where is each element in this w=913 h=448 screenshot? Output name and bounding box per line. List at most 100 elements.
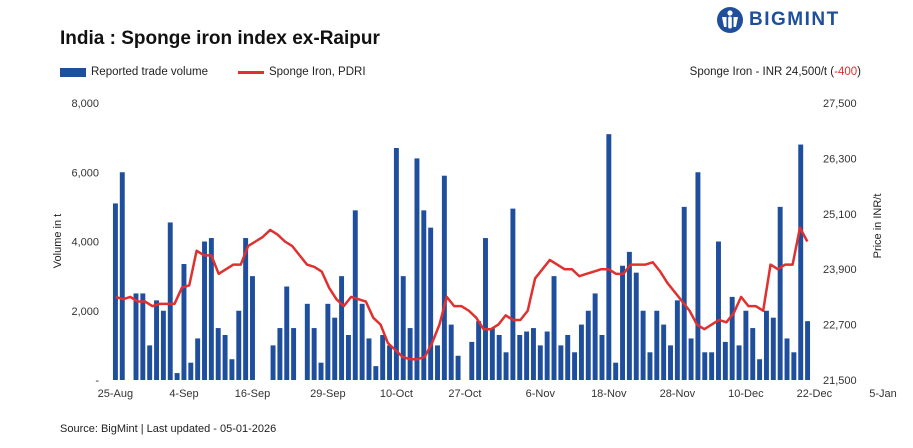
volume-bar <box>311 328 317 380</box>
volume-bar <box>133 293 139 380</box>
legend-bar-label: Reported trade volume <box>91 66 208 78</box>
volume-bar <box>174 373 180 380</box>
volume-bar <box>435 345 440 381</box>
bigmint-logo: BIGMINT <box>716 6 840 34</box>
volume-bar <box>380 334 386 380</box>
volume-bar <box>757 359 763 380</box>
volume-bar <box>428 227 434 380</box>
volume-bar <box>551 276 557 381</box>
price-note-prefix: Sponge Iron - INR 24,500/t ( <box>689 66 835 78</box>
volume-bar <box>284 286 290 380</box>
volume-bar <box>777 206 783 381</box>
volume-bar <box>805 321 811 380</box>
volume-bar <box>229 359 235 380</box>
volume-bar <box>325 303 331 380</box>
volume-bar <box>681 206 687 381</box>
volume-bar <box>222 334 228 380</box>
volume-bar <box>112 203 118 380</box>
volume-bar <box>373 366 379 380</box>
price-note: Sponge Iron - INR 24,500/t (-400) <box>690 66 861 78</box>
volume-bar <box>188 362 194 380</box>
left-tick-label: 2,000 <box>71 306 99 318</box>
volume-bar <box>270 345 276 381</box>
volume-bar <box>674 300 680 380</box>
volume-bar <box>770 317 776 380</box>
volume-bar <box>606 134 612 380</box>
volume-bar <box>215 328 221 380</box>
x-tick-label: 28-Nov <box>660 388 696 400</box>
page-title: India : Sponge iron index ex-Raipur <box>60 28 380 49</box>
volume-bar <box>791 352 797 380</box>
right-tick-label: 23,900 <box>823 264 857 276</box>
volume-bar <box>496 334 502 380</box>
price-change: -400 <box>834 66 858 78</box>
x-tick-label: 25-Aug <box>98 388 133 400</box>
volume-bar <box>208 238 214 380</box>
left-tick-label: 6,000 <box>71 167 99 179</box>
right-tick-label: 27,500 <box>823 98 857 110</box>
x-tick-label: 22-Dec <box>797 388 833 400</box>
left-axis-title: Volume in t <box>52 214 64 268</box>
volume-bar <box>483 238 488 380</box>
volume-bar <box>784 338 790 380</box>
volume-bar <box>510 208 516 380</box>
price-line <box>115 226 809 361</box>
x-tick-label: 16-Sep <box>235 388 270 400</box>
volume-bar <box>476 321 482 380</box>
volume-bar <box>558 345 564 381</box>
x-tick-label: 27-Oct <box>448 388 481 400</box>
volume-bar <box>448 324 454 380</box>
volume-bar <box>592 293 598 380</box>
volume-bar <box>668 345 673 381</box>
volume-bar <box>414 158 420 380</box>
volume-bar <box>750 328 756 380</box>
x-tick-label: 10-Oct <box>380 388 413 400</box>
volume-bar <box>236 310 242 380</box>
volume-bar <box>716 241 721 380</box>
legend-line-swatch <box>237 70 264 74</box>
volume-bar <box>647 352 653 380</box>
volume-bar <box>729 296 735 380</box>
volume-bar <box>709 352 715 380</box>
volume-bar <box>154 300 160 380</box>
volume-bar <box>160 310 166 380</box>
volume-bar <box>421 210 427 380</box>
volume-bar <box>407 328 413 380</box>
volume-bar <box>544 331 550 380</box>
x-tick-label: 5-Jan <box>869 388 897 400</box>
bigmint-logo-icon <box>717 7 743 33</box>
volume-bar <box>318 362 324 380</box>
volume-bar <box>469 341 475 380</box>
x-tick-label: 4-Sep <box>169 388 198 400</box>
volume-bar <box>202 241 207 380</box>
volume-bar <box>359 303 365 380</box>
volume-bar <box>722 341 728 380</box>
left-tick-label: 4,000 <box>71 237 99 249</box>
volume-bar <box>633 272 639 380</box>
volume-bar <box>489 328 495 380</box>
volume-bar <box>695 172 701 380</box>
volume-bar <box>688 338 694 380</box>
left-tick-label: 8,000 <box>71 98 99 110</box>
volume-bar <box>524 331 530 380</box>
volume-bar <box>585 310 591 380</box>
price-note-suffix: ) <box>857 66 861 78</box>
x-tick-label: 6-Nov <box>526 388 556 400</box>
right-tick-label: 21,500 <box>823 375 857 387</box>
volume-bar <box>277 328 283 380</box>
left-tick-label: - <box>95 375 99 387</box>
legend-line-label: Sponge Iron, PDRI <box>268 66 366 78</box>
volume-bar <box>250 276 255 381</box>
right-axis-ticks: 21,500 22,700 23,900 25,100 26,300 27,500 <box>823 98 857 387</box>
volume-bar <box>517 334 523 380</box>
volume-bar <box>455 355 461 380</box>
volume-bar <box>572 352 578 380</box>
brand-name: BIGMINT <box>749 9 840 30</box>
volume-bar <box>195 338 201 380</box>
x-tick-label: 29-Sep <box>310 388 345 400</box>
volume-bar <box>243 238 249 380</box>
right-axis-title: Price in INR/t <box>872 194 884 259</box>
right-tick-label: 25,100 <box>823 209 857 221</box>
volume-bar <box>441 175 447 380</box>
legend-bar-swatch <box>60 67 86 77</box>
